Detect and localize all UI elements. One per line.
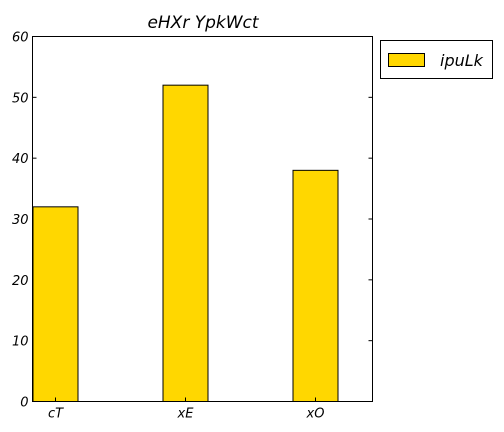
legend-swatch xyxy=(388,53,425,67)
bars-group xyxy=(32,84,339,403)
y-tick-label: 10 xyxy=(12,335,29,350)
legend-label: ipuLk xyxy=(440,51,484,70)
y-tick-label: 30 xyxy=(12,213,29,228)
y-tick-label: 50 xyxy=(12,91,29,106)
y-tick-label: 40 xyxy=(12,152,29,167)
bar-xO xyxy=(292,169,339,402)
x-axis: cT xE xO xyxy=(48,397,325,422)
legend-frame xyxy=(380,40,493,79)
y-tick-label: 60 xyxy=(12,31,29,46)
chart-title: eHXr YpkWct xyxy=(147,13,259,33)
bar-xE xyxy=(162,84,209,403)
x-tick-label: cT xyxy=(48,407,64,422)
legend: ipuLk xyxy=(380,40,493,79)
x-tick-label: xE xyxy=(177,407,195,422)
y-tick-label: 0 xyxy=(20,396,28,411)
x-tick-label: xO xyxy=(306,407,325,422)
bar-cT xyxy=(32,206,79,402)
y-axis: 0 10 20 30 40 50 60 xyxy=(12,31,373,411)
y-tick-label: 20 xyxy=(12,274,29,289)
